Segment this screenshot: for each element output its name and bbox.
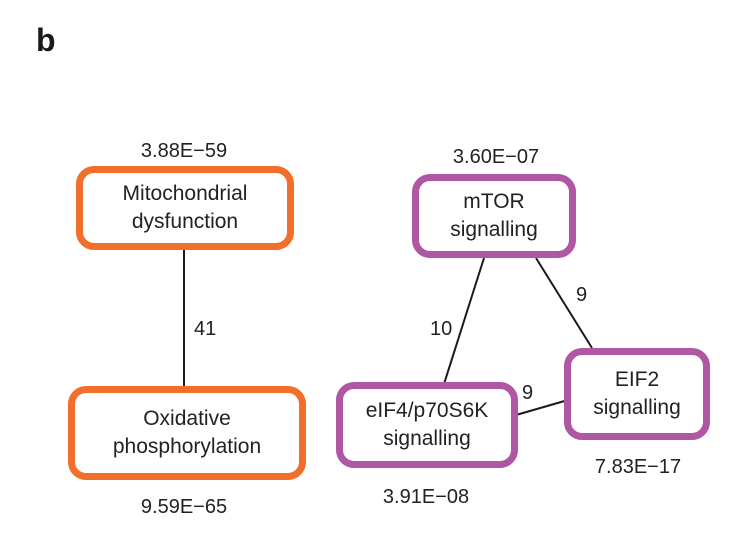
node-eif2-line2: signalling <box>593 396 681 419</box>
node-eif2-line1: EIF2 <box>614 368 660 391</box>
pvalue-eif2: 7.83E−17 <box>594 456 682 478</box>
node-eif2-signalling: EIF2 signalling <box>564 348 710 440</box>
node-mito-line1: Mitochondrial <box>122 182 248 205</box>
node-eif4-p70s6k-signalling: eIF4/p70S6K signalling <box>336 382 518 468</box>
node-mito-line2: dysfunction <box>131 210 239 233</box>
edge-mtor-eif4 <box>443 257 485 385</box>
pvalue-eif4: 3.91E−08 <box>382 486 470 508</box>
node-eif4-line2: signalling <box>383 427 471 450</box>
edge-label-eif4-eif2: 9 <box>522 382 534 404</box>
edge-label-mtor-eif4: 10 <box>430 318 453 340</box>
edge-label-mito-oxphos: 41 <box>194 318 217 340</box>
pvalue-oxphos: 9.59E−65 <box>140 496 228 518</box>
panel-label: b <box>36 22 56 58</box>
node-oxidative-phosphorylation: Oxidative phosphorylation <box>68 386 306 480</box>
edge-label-mtor-eif2: 9 <box>576 284 588 306</box>
node-oxphos-line2: phosphorylation <box>112 435 262 458</box>
pvalue-mito: 3.88E−59 <box>140 140 228 162</box>
node-oxphos-line1: Oxidative <box>143 407 231 430</box>
pvalue-mtor: 3.60E−07 <box>452 146 540 168</box>
node-mtor-line2: signalling <box>450 218 538 241</box>
edge-eif4-eif2 <box>515 399 569 416</box>
node-mtor-line1: mTOR <box>463 190 525 213</box>
node-mtor-signalling: mTOR signalling <box>412 174 576 258</box>
node-mitochondrial-dysfunction: Mitochondrial dysfunction <box>76 166 294 250</box>
node-eif4-line1: eIF4/p70S6K <box>365 399 489 422</box>
edge-mtor-eif2 <box>535 257 593 349</box>
